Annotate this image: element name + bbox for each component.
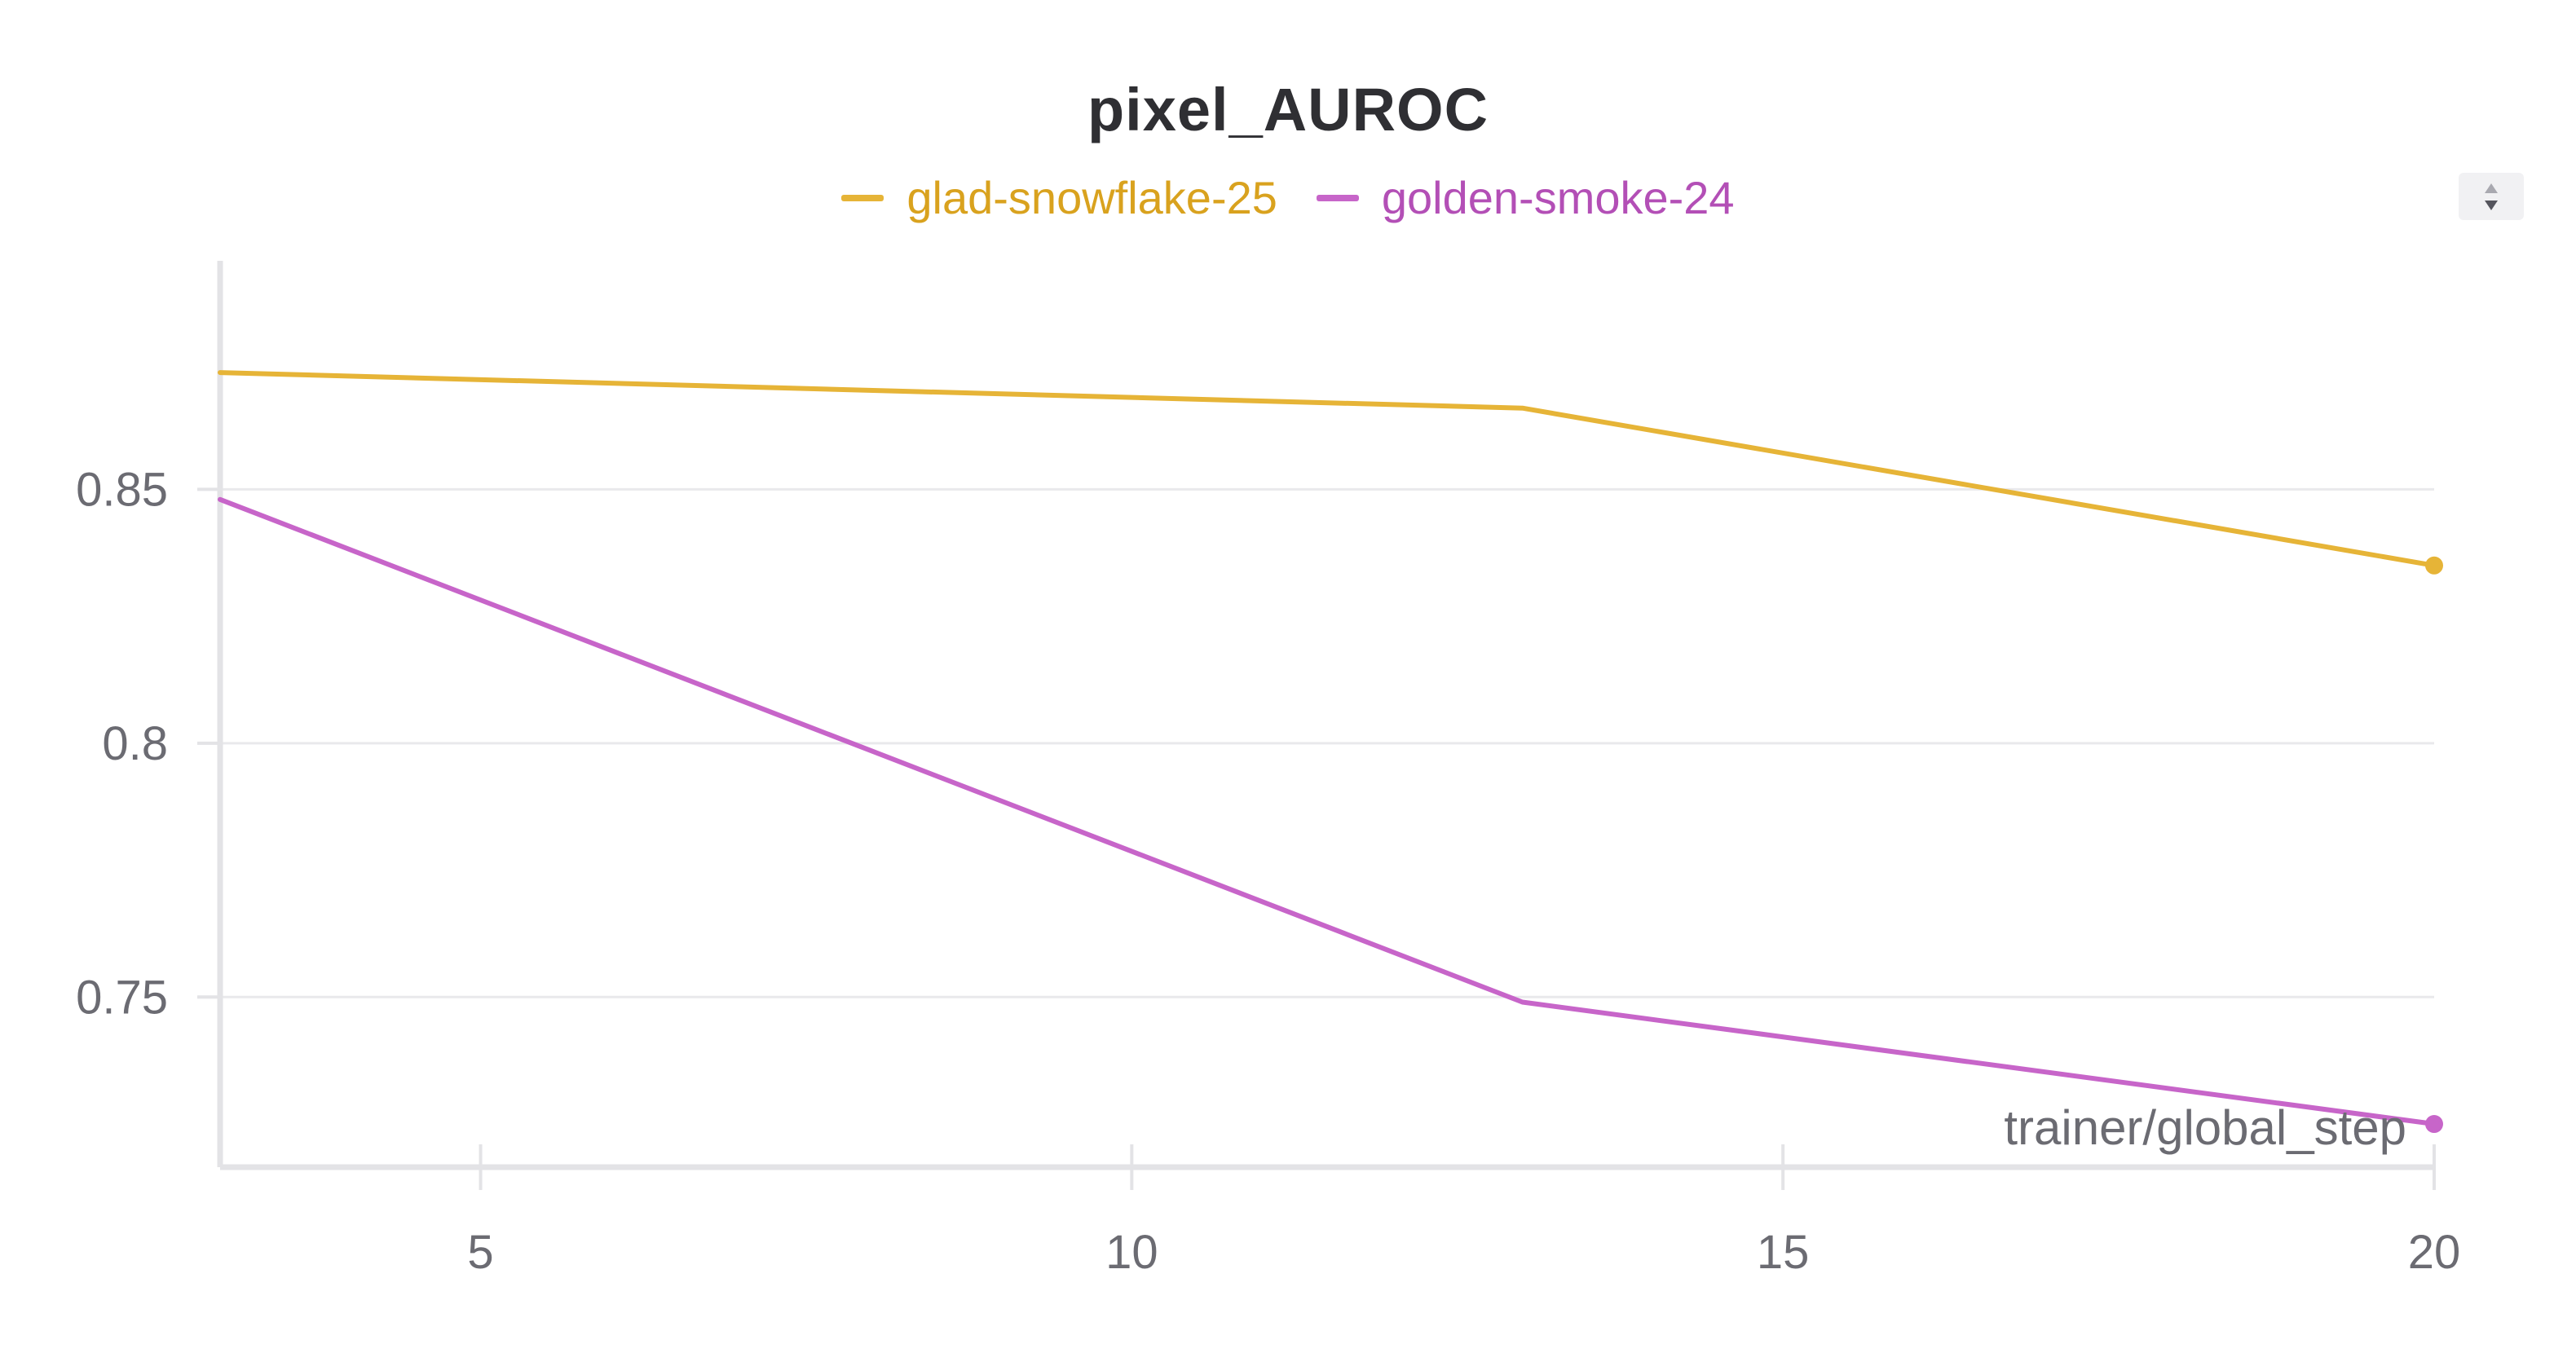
x-tick-label: 20 xyxy=(2408,1226,2461,1279)
x-axis-label-group: trainer/global_step xyxy=(2004,1100,2406,1155)
data-point xyxy=(2425,556,2443,575)
y-tick-label: 0.8 xyxy=(102,717,168,770)
up-down-arrows-icon xyxy=(2485,183,2498,210)
gridlines xyxy=(220,487,2434,998)
legend-scroll-button[interactable] xyxy=(2459,173,2524,220)
series-lines xyxy=(218,370,2443,1134)
data-point xyxy=(2425,1115,2443,1134)
axes xyxy=(217,261,2434,1170)
y-tick-label: 0.85 xyxy=(76,463,168,516)
series-line-golden-smoke-24 xyxy=(218,496,2437,1126)
legend-item[interactable]: glad-snowflake-25 xyxy=(841,170,1277,227)
x-tick-label: 10 xyxy=(1105,1226,1158,1279)
legend-label: glad-snowflake-25 xyxy=(906,172,1277,223)
legend-label: golden-smoke-24 xyxy=(1381,172,1735,223)
legend-item[interactable]: golden-smoke-24 xyxy=(1316,170,1735,227)
legend: glad-snowflake-25 golden-smoke-24 xyxy=(0,170,2576,227)
y-ticks: 0.75 0.8 0.85 xyxy=(76,463,220,1024)
x-tick-label: 15 xyxy=(1757,1226,1810,1279)
x-tick-label: 5 xyxy=(467,1226,493,1279)
chart-title: pixel_AUROC xyxy=(1087,76,1489,143)
series-line-glad-snowflake-25 xyxy=(218,370,2437,568)
x-axis-label: trainer/global_step xyxy=(2004,1100,2406,1155)
legend-swatch xyxy=(1316,195,1359,201)
y-tick-label: 0.75 xyxy=(76,971,168,1024)
x-ticks: 5 10 15 20 xyxy=(467,1144,2460,1279)
legend-swatch xyxy=(841,195,884,201)
